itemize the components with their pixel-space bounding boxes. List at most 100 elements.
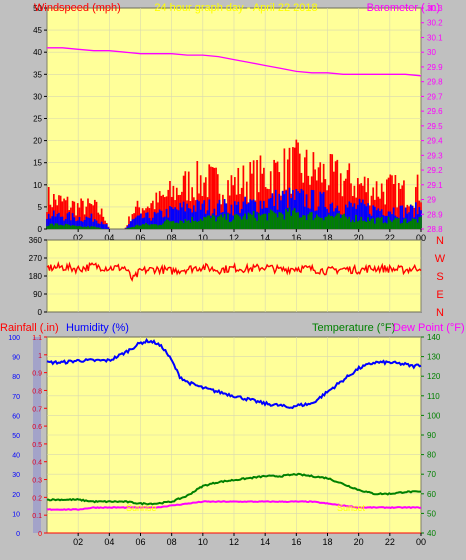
rainfall-tick-label: 0.6 xyxy=(32,424,42,431)
x-tick-label: 10 xyxy=(198,537,208,547)
temperature-axis-ticks: 40 50 60 70 80 90 100 110 120 130 140 xyxy=(421,333,441,538)
barometer-axis-ticks: 28.8 28.9 29 29.1 29.2 29.3 29.4 29.5 29.6 29.7 29… xyxy=(421,4,443,234)
compass-letter-n: N xyxy=(436,307,444,319)
windspeed-tick-label: 30 xyxy=(33,92,42,101)
sunset-annotation: Sunset xyxy=(337,503,366,513)
x-tick-label: 16 xyxy=(291,233,301,243)
barometer-tick-label: 30.3 xyxy=(427,4,443,13)
compass-letter-n: N xyxy=(436,235,444,247)
windspeed-tick-label: 15 xyxy=(33,159,42,168)
temperature-tick-label: 90 xyxy=(427,431,436,440)
humidity-tick-label: 20 xyxy=(12,492,20,499)
windspeed-tick-label: 5 xyxy=(38,203,43,212)
direction-tick-label: 0 xyxy=(38,308,43,317)
graph-title: 24 hour graph day - April 22 2018 xyxy=(154,2,317,14)
barometer-tick-label: 30.1 xyxy=(427,33,443,42)
x-tick-label: 00 xyxy=(416,537,426,547)
rainfall-axis-label: Rainfall (.in) xyxy=(0,322,59,334)
x-tick-label: 20 xyxy=(354,537,364,547)
rainfall-tick-label: 0.5 xyxy=(32,442,42,449)
windspeed-tick-label: 0 xyxy=(38,225,43,234)
temperature-tick-label: 120 xyxy=(427,372,441,381)
compass-letter-e: E xyxy=(436,289,443,301)
x-tick-label: 06 xyxy=(135,537,145,547)
humidity-tick-label: 80 xyxy=(12,374,20,381)
dewpoint-axis-label: Dew Point (°F) xyxy=(393,322,465,334)
wind-barometer-series xyxy=(46,47,422,229)
barometer-tick-label: 29.2 xyxy=(427,166,443,175)
rainfall-tick-label: 0.1 xyxy=(32,513,42,520)
temperature-tick-label: 60 xyxy=(427,490,436,499)
barometer-tick-label: 30 xyxy=(427,48,436,57)
humidity-tick-label: 70 xyxy=(12,394,20,401)
rainfall-axis-strip xyxy=(33,337,41,533)
rainfall-tick-label: 0.8 xyxy=(32,388,42,395)
direction-tick-label: 180 xyxy=(29,272,43,281)
x-tick-label: 18 xyxy=(322,233,332,243)
windspeed-axis-ticks: 0 5 10 15 20 25 30 35 40 45 50 xyxy=(33,4,47,234)
rainfall-tick-label: 1 xyxy=(38,353,42,360)
humidity-tick-label: 0 xyxy=(16,531,20,538)
barometer-axis-label: Barometer (.in) xyxy=(367,2,440,14)
humidity-axis-ticks: 0 10 20 30 40 50 60 70 80 90 100 xyxy=(8,335,20,538)
compass-letter-w: W xyxy=(435,253,446,265)
rainfall-tick-label: 0.7 xyxy=(32,406,42,413)
barometer-tick-label: 29.4 xyxy=(427,137,443,146)
x-tick-label: 12 xyxy=(229,233,239,243)
x-tick-label: 18 xyxy=(322,537,332,547)
x-tick-label: 00 xyxy=(416,233,426,243)
temperature-tick-label: 50 xyxy=(427,509,436,518)
humidity-tick-label: 100 xyxy=(8,335,20,342)
barometer-tick-label: 30.2 xyxy=(427,19,443,28)
x-tick-label: 14 xyxy=(260,233,270,243)
barometer-tick-label: 29.9 xyxy=(427,63,443,72)
x-tick-label: 12 xyxy=(229,537,239,547)
wind-direction-series xyxy=(46,260,422,282)
x-tick-label: 22 xyxy=(385,233,395,243)
x-tick-label: 16 xyxy=(291,537,301,547)
barometer-tick-label: 29.3 xyxy=(427,151,443,160)
barometer-tick-label: 29 xyxy=(427,196,436,205)
windspeed-axis-label: Windspeed (mph) xyxy=(34,2,121,14)
x-tick-label: 20 xyxy=(354,233,364,243)
x-tick-label: 06 xyxy=(135,233,145,243)
barometer-tick-label: 29.8 xyxy=(427,78,443,87)
x-tick-label: 14 xyxy=(260,537,270,547)
rainfall-tick-label: 0.9 xyxy=(32,371,42,378)
temperature-tick-label: 40 xyxy=(427,529,436,538)
rainfall-tick-label: 0.2 xyxy=(32,495,42,502)
rainfall-tick-label: 1.1 xyxy=(32,335,42,342)
windspeed-tick-label: 35 xyxy=(33,70,42,79)
direction-axis-ticks: 0 90 180 270 360 xyxy=(29,236,47,317)
windspeed-tick-label: 25 xyxy=(33,115,42,124)
barometer-tick-label: 29.7 xyxy=(427,92,443,101)
humidity-tick-label: 30 xyxy=(12,472,20,479)
x-tick-label: 04 xyxy=(104,537,114,547)
windspeed-tick-label: 20 xyxy=(33,137,42,146)
direction-tick-label: 90 xyxy=(33,290,42,299)
temperature-tick-label: 110 xyxy=(427,392,440,401)
barometer-tick-label: 29.6 xyxy=(427,107,443,116)
temperature-tick-label: 140 xyxy=(427,333,441,342)
humidity-line xyxy=(46,337,422,410)
barometer-tick-label: 29.5 xyxy=(427,122,443,131)
x-tick-label: 02 xyxy=(73,233,83,243)
windspeed-tick-label: 50 xyxy=(33,4,42,13)
rainfall-tick-label: 0.4 xyxy=(32,460,42,467)
x-tick-label: 08 xyxy=(167,537,177,547)
humidity-time-axis-ticks: 02 04 06 08 10 12 14 16 18 20 22 00 xyxy=(73,533,426,547)
temperature-tick-label: 100 xyxy=(427,411,441,420)
dewpoint-line xyxy=(46,500,422,511)
x-tick-label: 22 xyxy=(385,537,395,547)
x-tick-label: 02 xyxy=(73,537,83,547)
humidity-tick-label: 60 xyxy=(12,413,20,420)
rainfall-axis-ticks: 0 0.1 0.2 0.3 0.4 0.5 0.6 0.7 0.8 0.9 1 1.1 xyxy=(32,335,47,538)
x-tick-label: 10 xyxy=(198,233,208,243)
x-tick-label: 04 xyxy=(104,233,114,243)
humidity-tick-label: 40 xyxy=(12,453,20,460)
windspeed-low xyxy=(46,207,422,229)
